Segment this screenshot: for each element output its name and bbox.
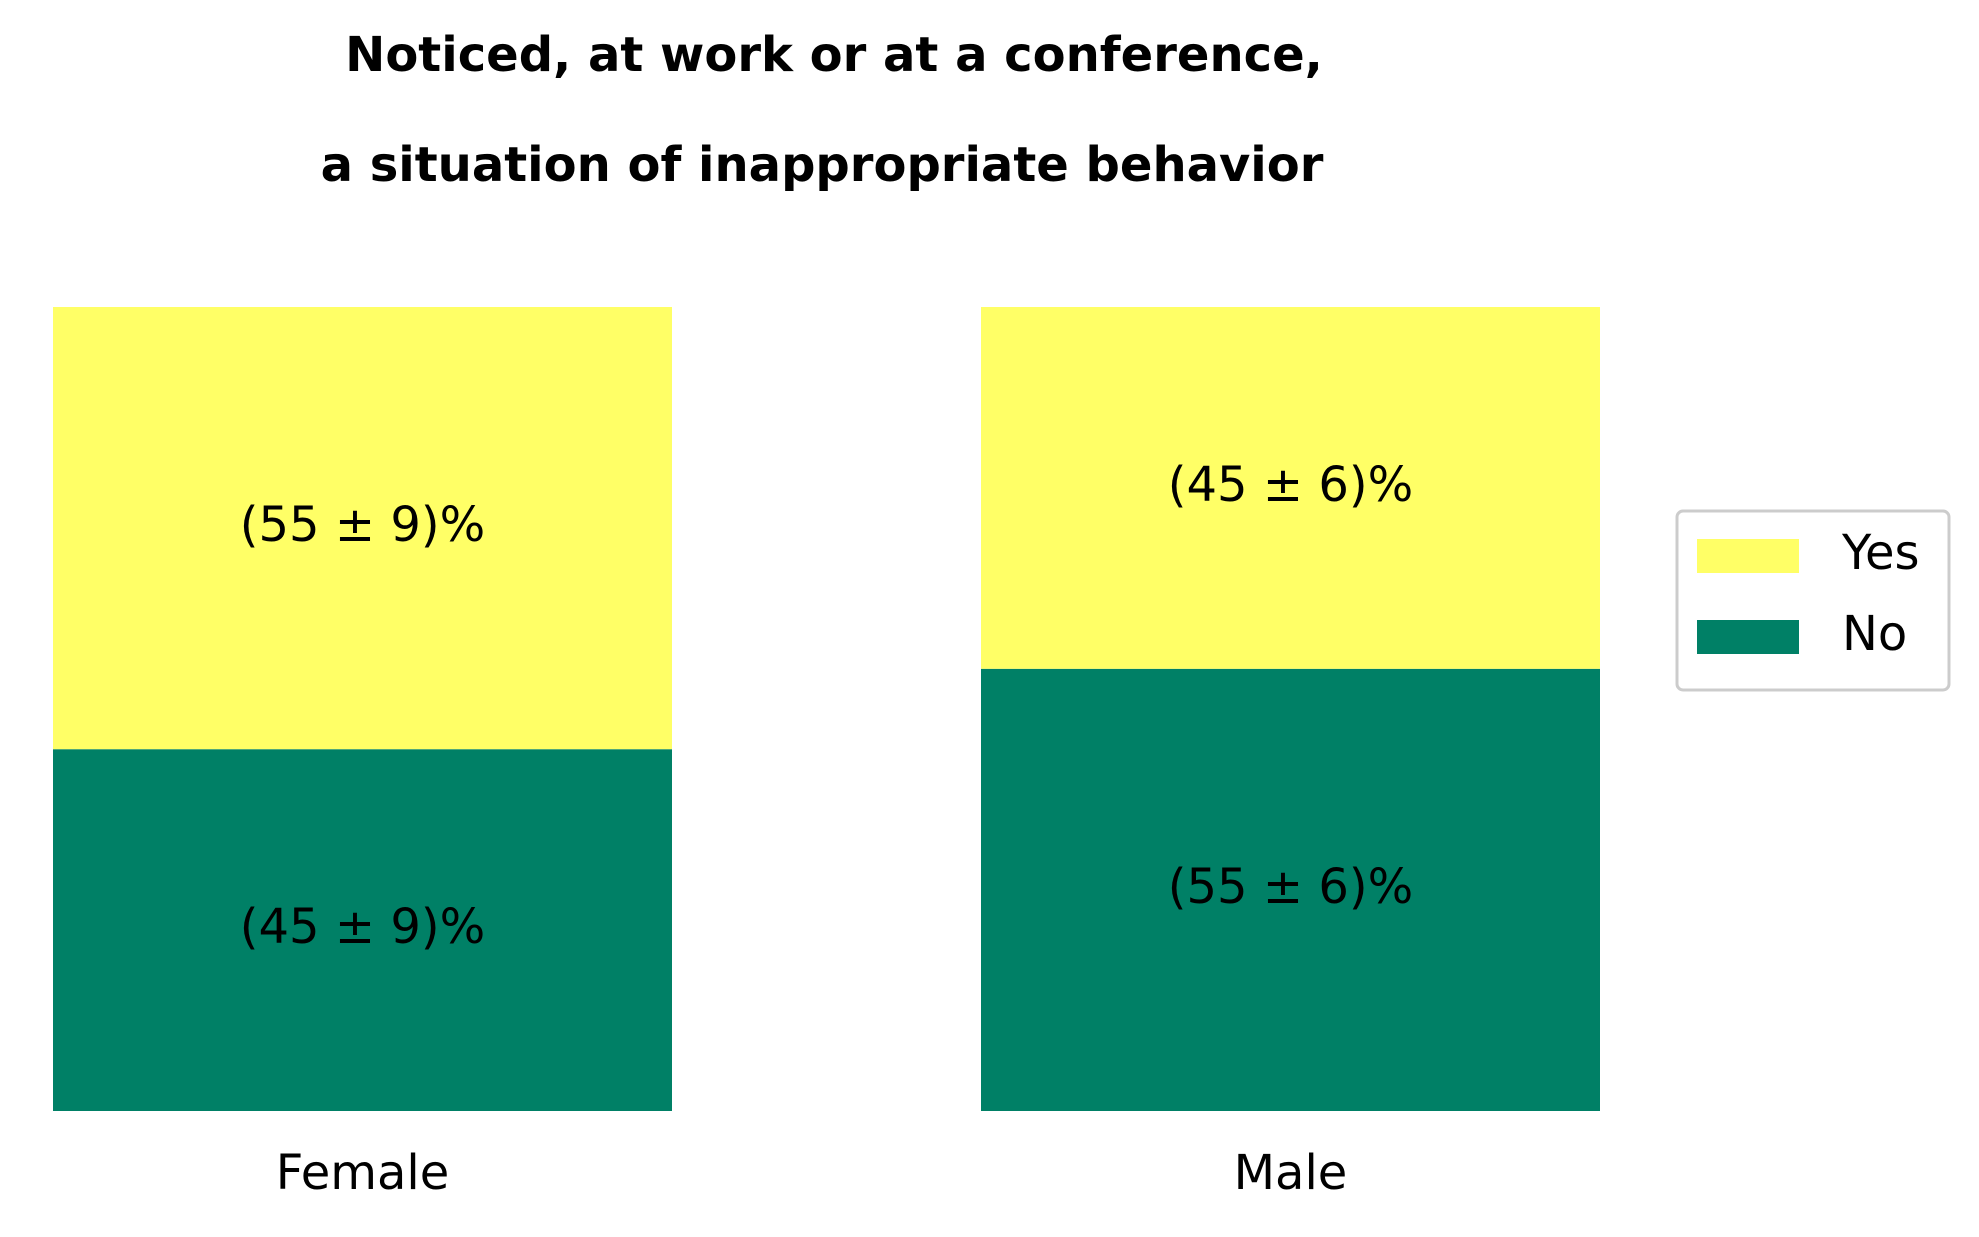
chart-title: a situation of inappropriate behavior xyxy=(321,137,1324,193)
data-label: (55 ± 6)% xyxy=(1168,859,1413,915)
legend-swatch xyxy=(1697,620,1799,654)
bar-segment xyxy=(53,749,672,1111)
data-label: (55 ± 9)% xyxy=(240,497,485,553)
x-tick-label: Female xyxy=(276,1145,450,1201)
data-label: (45 ± 9)% xyxy=(240,899,485,955)
bar-segment xyxy=(53,307,672,750)
legend-label: Yes xyxy=(1841,525,1919,581)
bar-segment xyxy=(981,668,1600,1111)
x-tick-label: Male xyxy=(1234,1145,1348,1201)
legend-swatch xyxy=(1697,539,1799,573)
bar-segment xyxy=(981,307,1600,669)
legend-label: No xyxy=(1842,606,1907,662)
chart-title: Noticed, at work or at a conference, xyxy=(345,27,1323,83)
data-label: (45 ± 6)% xyxy=(1168,457,1413,513)
